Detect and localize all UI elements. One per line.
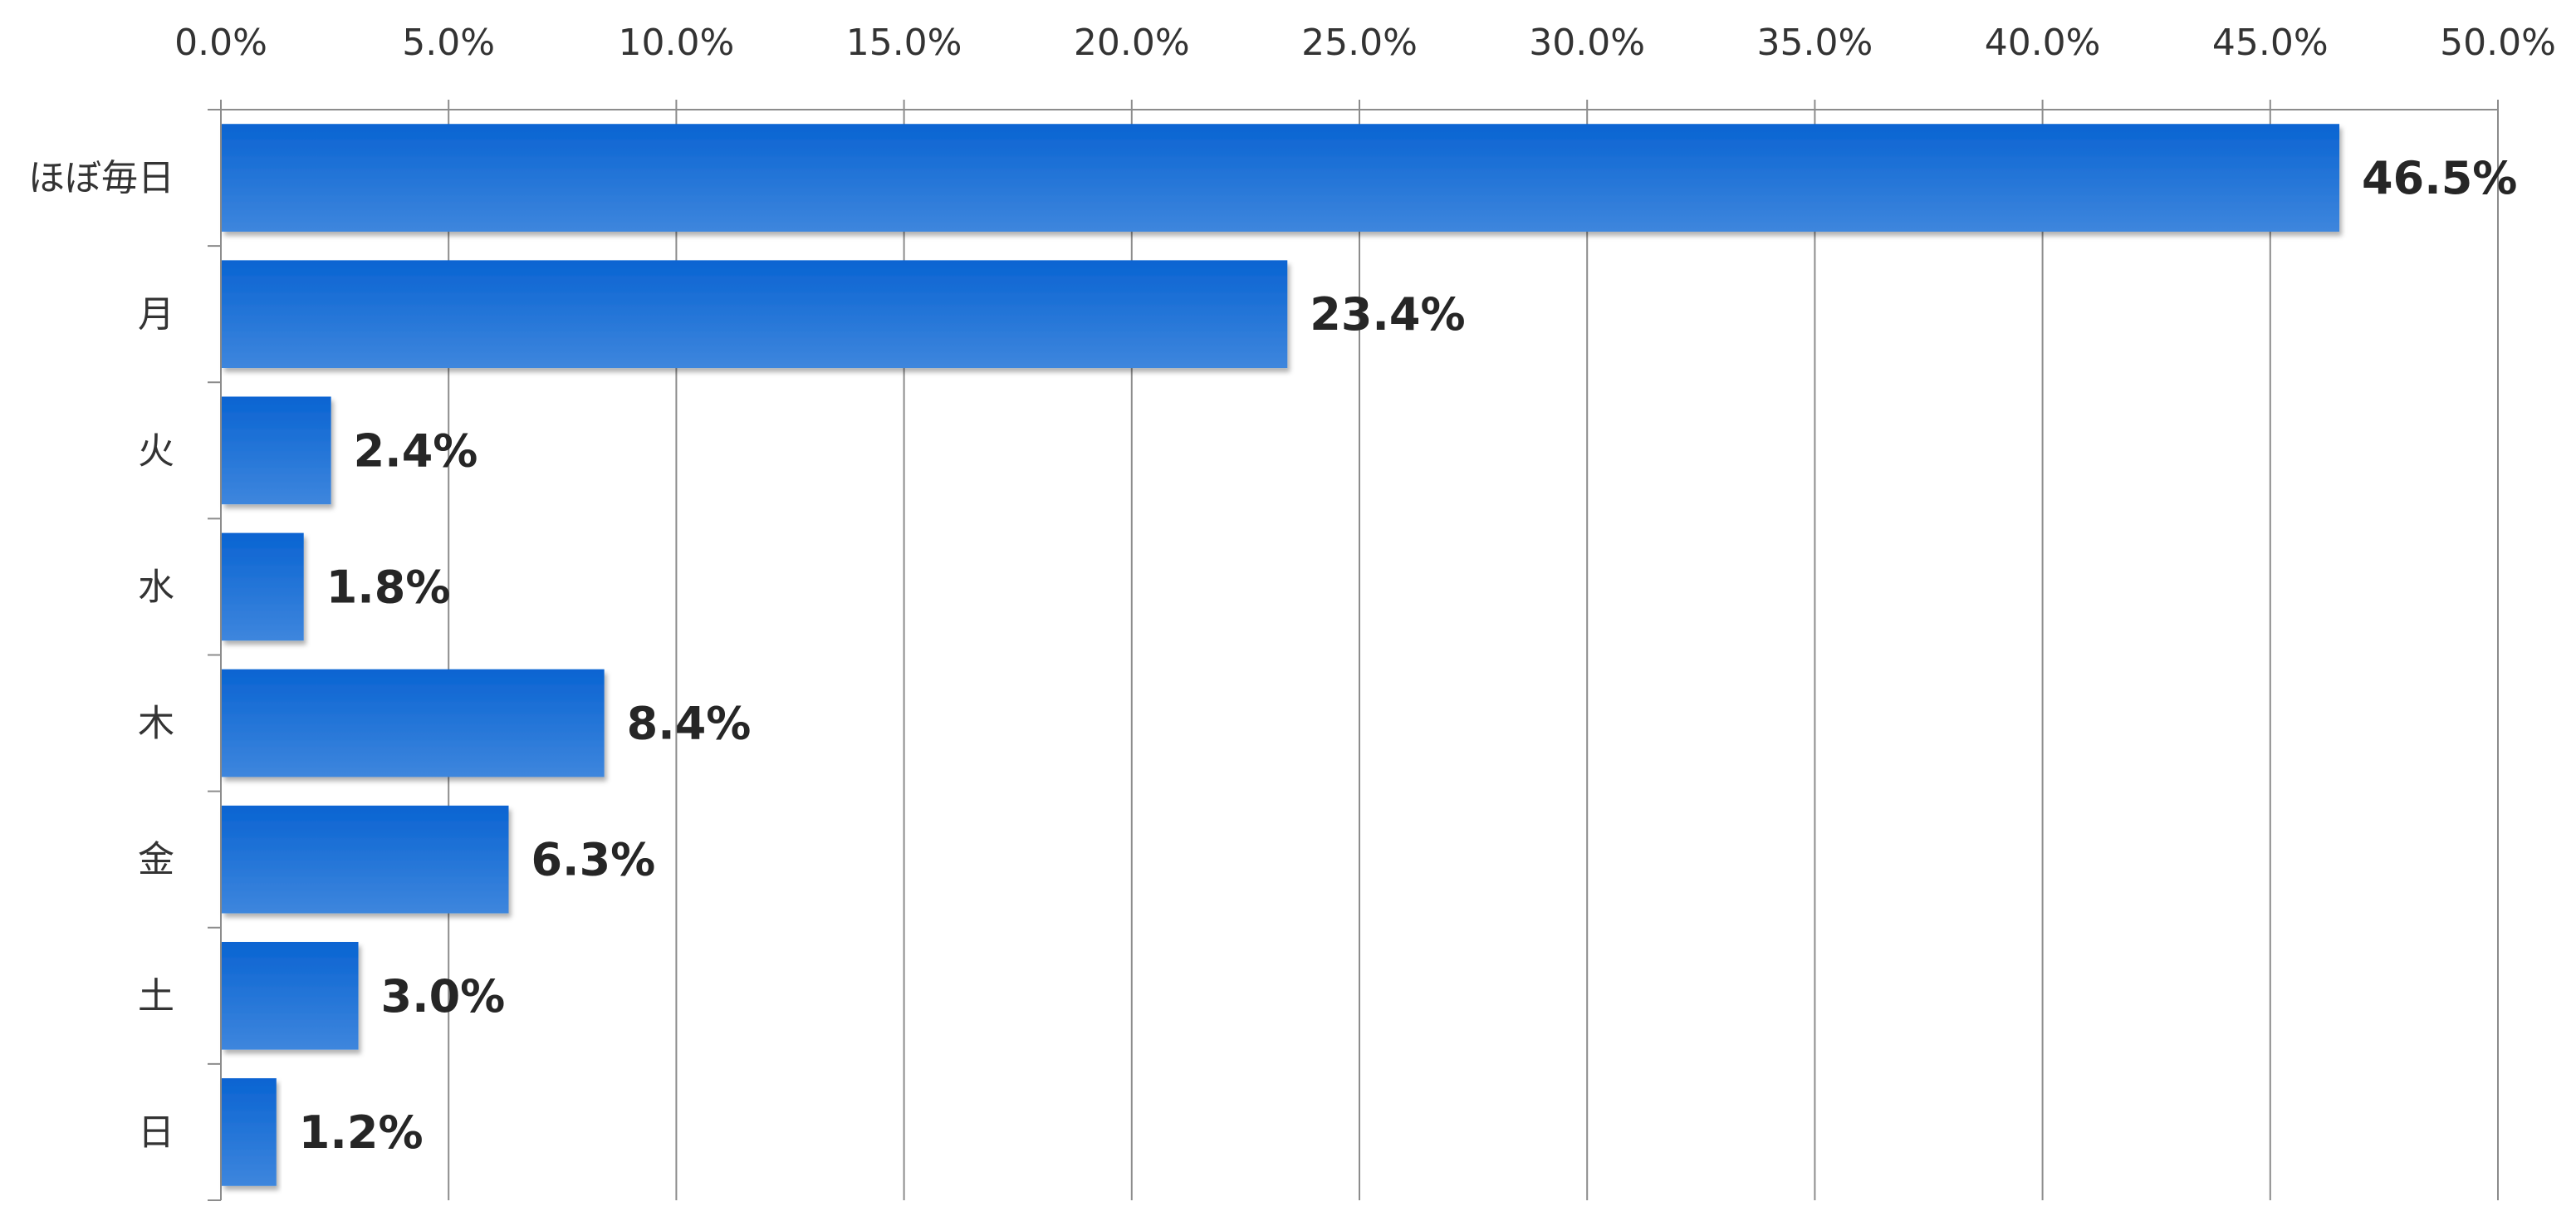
category-label: 金	[138, 839, 174, 881]
category-label: 水	[138, 566, 174, 608]
bars	[222, 124, 2340, 1186]
bar	[222, 260, 1288, 369]
data-label: 8.4%	[627, 698, 752, 750]
category-label: 月	[138, 293, 174, 336]
bar	[222, 396, 331, 505]
category-label: ほぼ毎日	[28, 157, 174, 199]
x-tick-label: 35.0%	[1757, 22, 1873, 64]
bar	[222, 124, 2340, 232]
category-label: 日	[138, 1111, 174, 1154]
x-tick-label: 45.0%	[2212, 22, 2329, 64]
x-tick-label: 15.0%	[846, 22, 962, 64]
x-tick-label: 10.0%	[619, 22, 735, 64]
x-tick-label: 30.0%	[1529, 22, 1645, 64]
data-labels: 46.5% 23.4% 2.4% 1.8% 8.4% 6.3% 3.0% 1.2%	[299, 152, 2518, 1159]
x-tick-label: 40.0%	[1985, 22, 2101, 64]
bar	[222, 805, 509, 914]
data-label: 6.3%	[531, 834, 655, 886]
bar	[222, 532, 304, 641]
data-label: 1.8%	[326, 561, 451, 613]
x-tick-label: 25.0%	[1301, 22, 1418, 64]
data-label: 2.4%	[354, 424, 478, 477]
category-label: 木	[138, 703, 174, 745]
bar	[222, 941, 359, 1050]
bar	[222, 669, 605, 777]
x-tick-label: 5.0%	[402, 22, 495, 64]
x-tick-label: 20.0%	[1074, 22, 1190, 64]
category-label: 土	[138, 975, 174, 1018]
x-axis-ticks: 0.0% 5.0% 10.0% 15.0% 20.0% 25.0% 30.0% 35.0% 40…	[174, 22, 2556, 110]
bar	[222, 1078, 277, 1186]
y-axis	[208, 100, 222, 1201]
x-tick-label: 0.0%	[174, 22, 267, 64]
data-label: 1.2%	[299, 1106, 424, 1159]
data-label: 23.4%	[1310, 288, 1465, 341]
data-label: 46.5%	[2362, 152, 2517, 204]
x-tick-label: 50.0%	[2440, 22, 2556, 64]
category-label: 火	[138, 429, 174, 472]
data-label: 3.0%	[381, 970, 506, 1023]
